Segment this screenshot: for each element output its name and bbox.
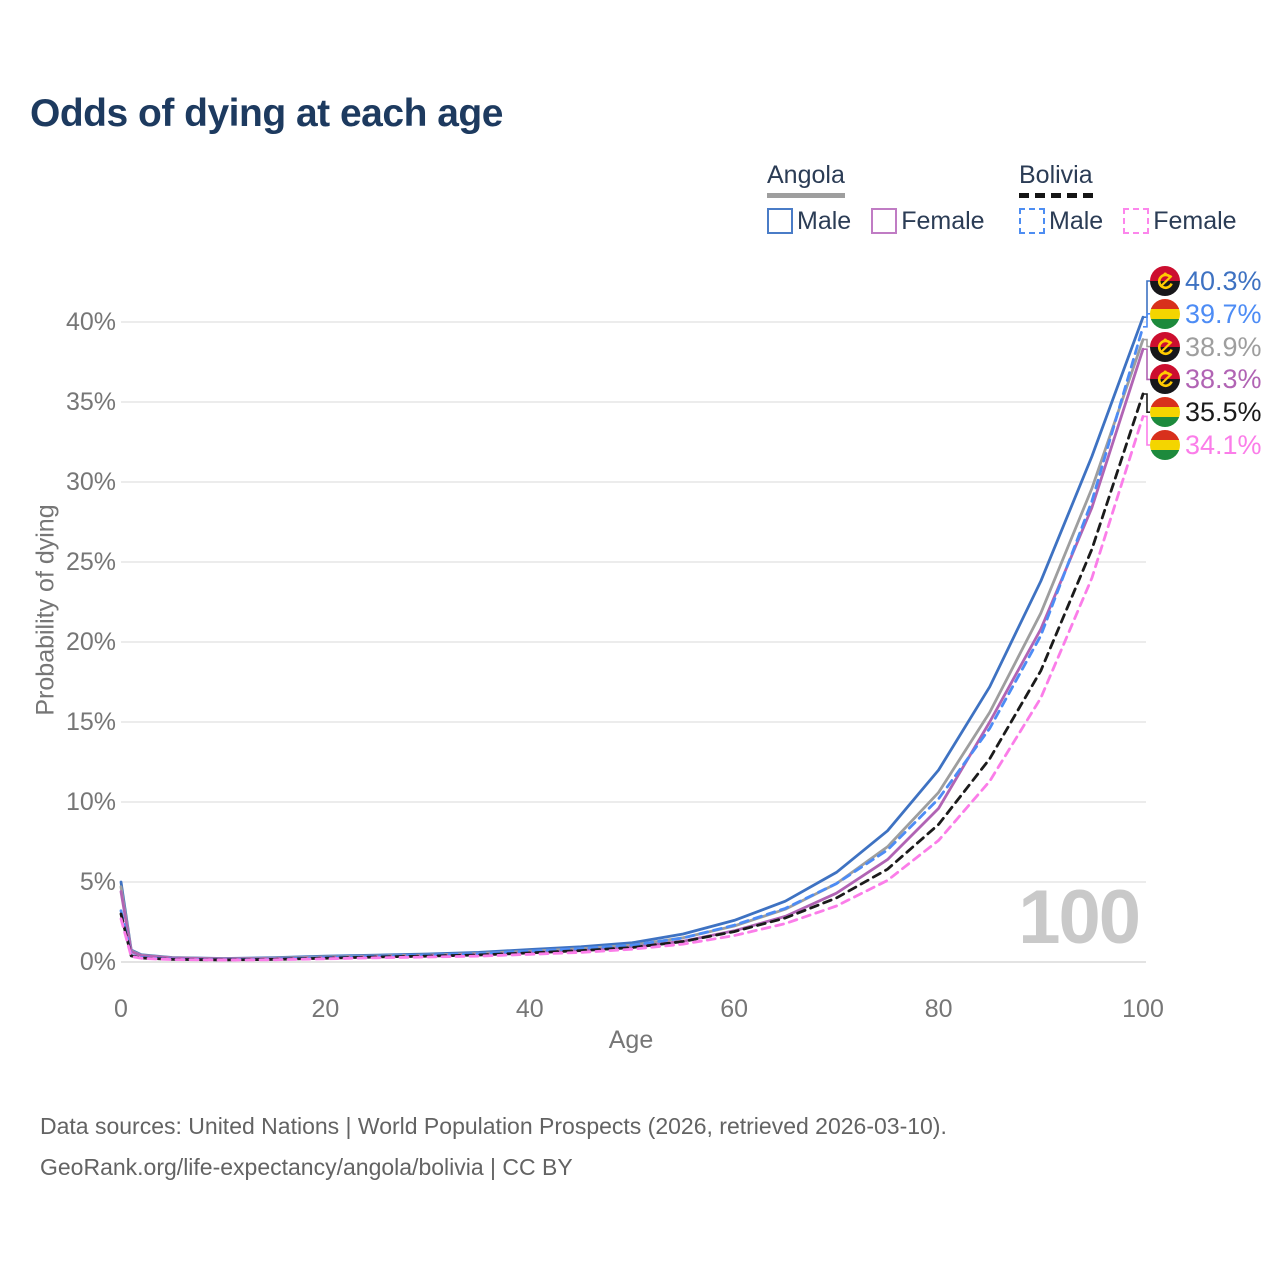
legend-item-label: Female xyxy=(901,206,985,235)
legend-item-bolivia-female[interactable]: Female xyxy=(1123,206,1237,236)
y-tick-label: 0% xyxy=(79,948,116,976)
x-tick-label: 0 xyxy=(114,995,128,1023)
legend-header-angola: Angola xyxy=(767,161,845,198)
y-tick-label: 40% xyxy=(65,308,116,336)
x-tick-label: 20 xyxy=(311,995,340,1023)
end-label-bolivia-male: 39.7% xyxy=(1150,298,1262,329)
y-tick-label: 25% xyxy=(65,548,116,576)
bolivia-flag-icon xyxy=(1150,298,1180,329)
end-label-value: 38.3% xyxy=(1185,364,1262,395)
legend-group-bolivia: Bolivia Male Female xyxy=(1019,161,1237,236)
y-tick-label: 15% xyxy=(65,708,116,736)
legend-group-angola: Angola Male Female xyxy=(767,161,985,236)
y-tick-label: 35% xyxy=(65,388,116,416)
series-line-bolivia-female xyxy=(119,415,1145,962)
page-title: Odds of dying at each age xyxy=(30,92,503,135)
legend-item-label: Female xyxy=(1153,206,1237,235)
angola-male-swatch-icon xyxy=(767,208,793,234)
end-label-bolivia-average: 35.5% xyxy=(1150,397,1262,428)
end-label-value: 34.1% xyxy=(1185,430,1262,460)
bolivia-flag-icon xyxy=(1150,430,1180,460)
bolivia-male-swatch-icon xyxy=(1019,208,1045,234)
age-watermark: 100 xyxy=(1018,875,1141,960)
x-tick-label: 80 xyxy=(924,995,953,1023)
end-label-value: 40.3% xyxy=(1185,266,1262,296)
end-label-value: 35.5% xyxy=(1185,397,1262,428)
legend-item-label: Male xyxy=(1049,206,1104,235)
series-line-bolivia-male xyxy=(119,325,1145,962)
end-label-value: 39.7% xyxy=(1185,298,1262,329)
angola-flag-icon xyxy=(1150,331,1180,362)
end-label-bolivia-female: 34.1% xyxy=(1150,430,1262,460)
y-tick-label: 20% xyxy=(65,628,116,656)
x-tick-label: 40 xyxy=(515,995,544,1023)
end-label-angola-male: 40.3% xyxy=(1150,266,1262,296)
series-line-angola-male xyxy=(119,315,1145,960)
footer-data-sources: Data sources: United Nations | World Pop… xyxy=(40,1113,947,1139)
gridlines xyxy=(121,321,1146,963)
end-label-angola-female: 38.3% xyxy=(1150,364,1262,395)
x-tick-label: 60 xyxy=(720,995,749,1023)
footer-attribution: GeoRank.org/life-expectancy/angola/boliv… xyxy=(40,1154,573,1180)
y-tick-label: 5% xyxy=(79,868,116,896)
series-line-bolivia-average xyxy=(119,392,1145,962)
bolivia-female-swatch-icon xyxy=(1123,208,1150,234)
legend-header-bolivia: Bolivia xyxy=(1019,161,1093,198)
angola-female-swatch-icon xyxy=(871,208,898,234)
leader-lines xyxy=(1143,280,1150,446)
x-tick-label: 100 xyxy=(1122,995,1164,1023)
y-tick-label: 30% xyxy=(65,468,116,496)
end-label-value: 38.9% xyxy=(1185,331,1262,362)
x-axis-title: Age xyxy=(608,1026,654,1054)
series-line-angola-average xyxy=(119,338,1145,961)
legend-item-label: Male xyxy=(797,206,852,235)
y-tick-label: 10% xyxy=(65,788,116,816)
bolivia-flag-icon xyxy=(1150,397,1180,428)
legend-item-bolivia-male[interactable]: Male xyxy=(1019,207,1103,236)
angola-flag-icon xyxy=(1150,266,1180,296)
end-label-angola-average: 38.9% xyxy=(1150,331,1262,362)
angola-flag-icon xyxy=(1150,364,1180,395)
legend-item-angola-male[interactable]: Male xyxy=(767,207,851,236)
series-line-angola-female xyxy=(119,347,1145,961)
footer: Data sources: United Nations | World Pop… xyxy=(40,1106,947,1188)
legend-item-angola-female[interactable]: Female xyxy=(871,206,985,236)
